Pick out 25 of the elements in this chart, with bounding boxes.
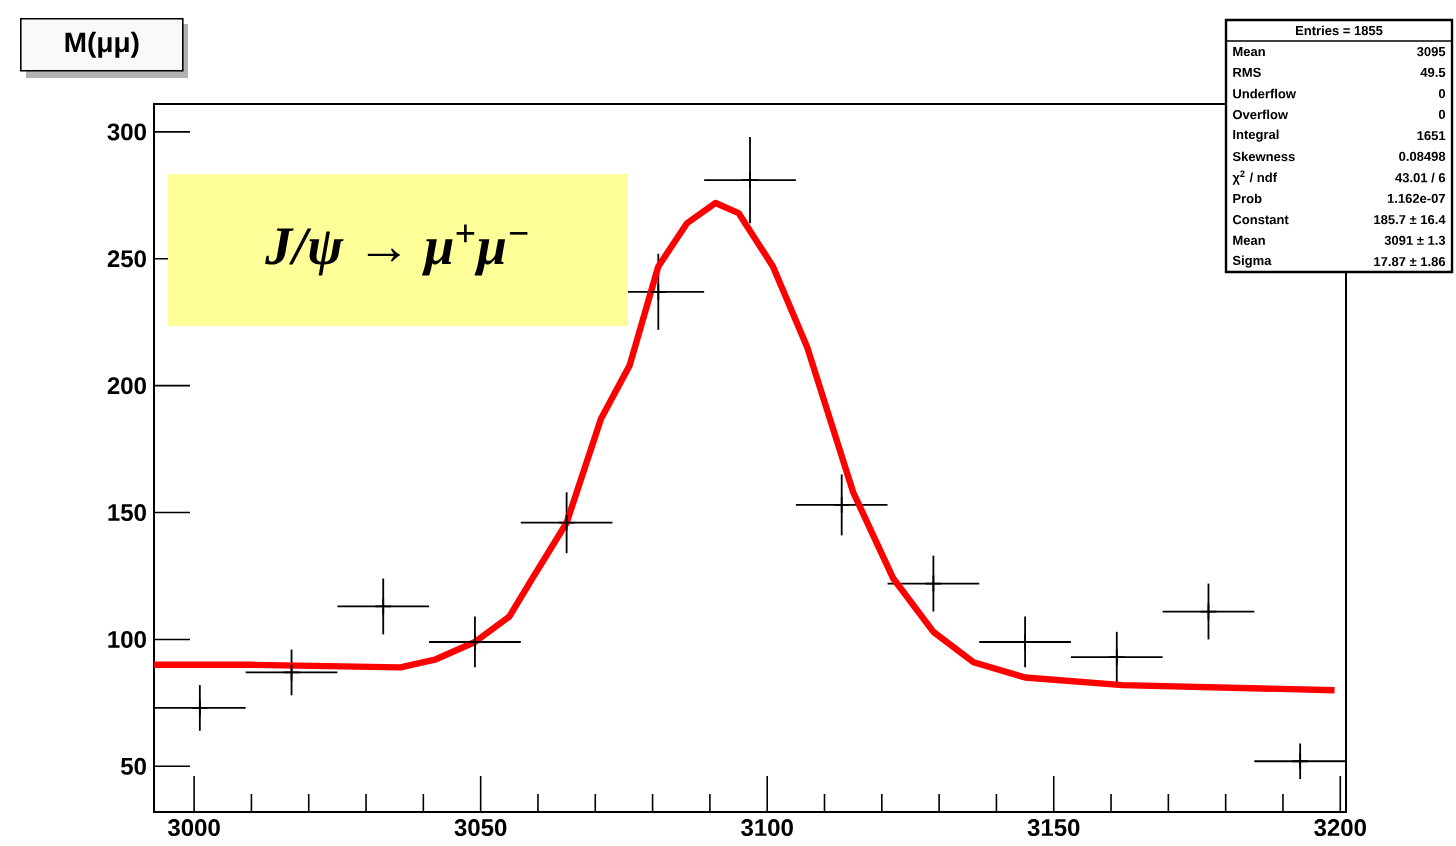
chart-title: M(μμ)	[65, 31, 139, 58]
point	[374, 597, 393, 616]
x-tick-label: 3100	[741, 819, 793, 837]
x-tick-label: 3200	[1314, 819, 1366, 837]
point	[190, 699, 209, 717]
y-tick-label: 150	[108, 504, 146, 522]
point	[649, 282, 668, 301]
x-tick-label: 3000	[167, 819, 220, 837]
point	[741, 171, 759, 190]
annotation: J/ψ → μ$^{+}$μ$^{−}$	[265, 224, 528, 276]
x-tick-label: 3150	[1027, 819, 1080, 837]
point	[924, 574, 943, 593]
point	[466, 633, 484, 651]
point	[557, 513, 576, 532]
point	[282, 663, 301, 682]
point	[1291, 752, 1310, 771]
y-tick-label: 100	[108, 630, 146, 648]
y-tick-label: 50	[120, 757, 146, 775]
x-tick-label: 3050	[454, 819, 507, 837]
point	[1199, 602, 1218, 621]
y-tick-label: 200	[107, 377, 146, 395]
point	[832, 496, 851, 514]
y-tick-label: 250	[107, 250, 146, 268]
y-tick-label: 300	[107, 123, 146, 141]
point	[1107, 648, 1126, 667]
